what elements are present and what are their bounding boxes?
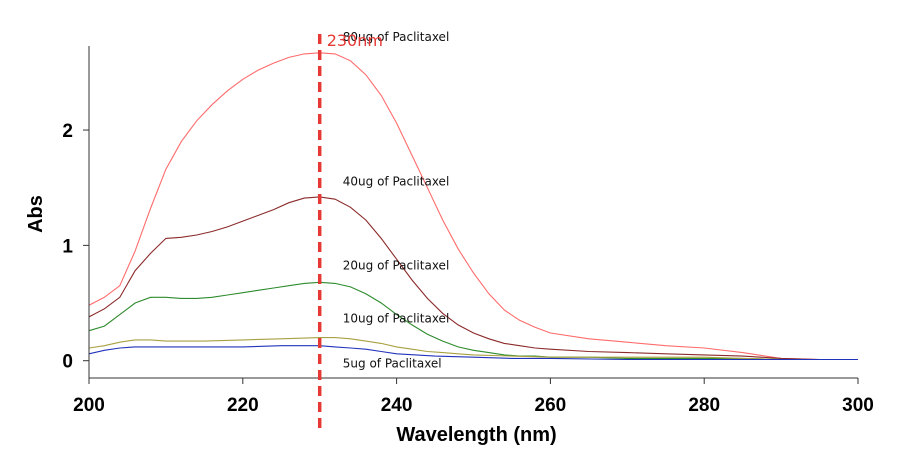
x-tick-label: 280 — [688, 395, 720, 416]
series-label-1: 40ug of Paclitaxel — [343, 174, 450, 188]
x-tick-label: 260 — [535, 395, 567, 416]
series-label-0: 80ug of Paclitaxel — [343, 30, 450, 44]
y-tick-label: 0 — [62, 352, 73, 373]
x-tick-label: 220 — [227, 395, 259, 416]
series-label-4: 5ug of Paclitaxel — [343, 357, 442, 371]
wavelength-marker: 230nm — [317, 31, 383, 434]
series-labels: 80ug of Paclitaxel 40ug of Paclitaxel 20ug… — [343, 30, 450, 370]
x-tick-label: 200 — [73, 395, 105, 416]
series-label-3: 10ug of Paclitaxel — [343, 312, 450, 326]
series-line-3 — [88, 337, 858, 361]
series-line-4 — [88, 345, 858, 361]
ticks-layer: 200 220 240 260 280 300 0 1 2 — [62, 121, 873, 416]
series-line-2 — [88, 281, 858, 361]
y-tick-label: 2 — [62, 121, 73, 142]
marker-label: 230nm — [327, 31, 383, 50]
series-label-2: 20ug of Paclitaxel — [343, 259, 450, 273]
series-line-0 — [88, 52, 858, 361]
x-tick-label: 240 — [381, 395, 413, 416]
x-tick-label: 300 — [842, 395, 874, 416]
x-axis-title: Wavelength (nm) — [396, 424, 556, 446]
y-tick-label: 1 — [62, 236, 73, 257]
y-axis-title: Abs — [25, 195, 47, 233]
series-layer — [88, 52, 858, 361]
series-line-1 — [88, 196, 858, 361]
axes-layer — [88, 46, 858, 379]
